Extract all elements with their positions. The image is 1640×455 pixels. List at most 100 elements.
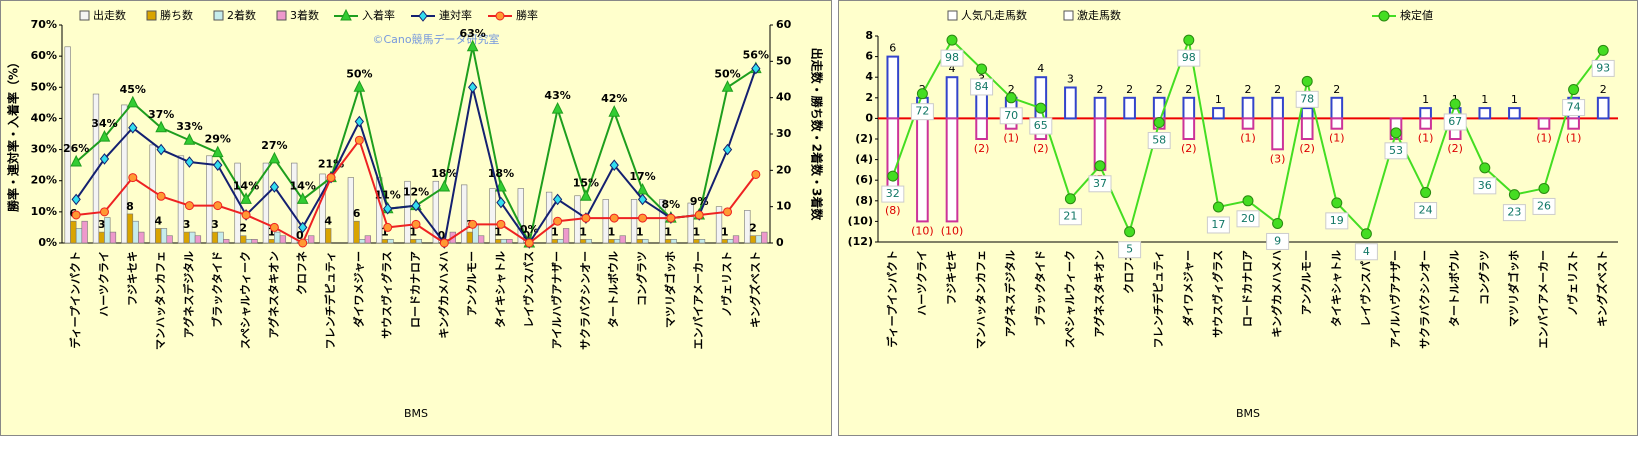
marker — [1005, 92, 1017, 104]
y-tick-label: 30% — [31, 143, 57, 156]
marker — [241, 210, 251, 220]
bar — [744, 210, 751, 244]
bar — [149, 144, 156, 244]
bar — [500, 239, 507, 244]
data-label: 4 — [1363, 245, 1370, 258]
y-tick-label: 10% — [31, 205, 57, 218]
marker — [213, 159, 223, 171]
bar — [81, 220, 88, 244]
marker — [438, 179, 451, 192]
y-tick-label: 2 — [865, 91, 873, 104]
data-label: (2) — [1447, 142, 1463, 155]
bar — [1596, 96, 1610, 120]
data-label: (1) — [1536, 132, 1552, 145]
bar — [98, 231, 105, 244]
y-tick-label: (2) — [855, 132, 873, 145]
bar — [693, 239, 700, 244]
y-tick-label: 8 — [865, 29, 873, 42]
data-label: 2 — [1274, 83, 1281, 96]
bar — [749, 235, 757, 244]
marker — [71, 193, 81, 206]
label-box — [1325, 212, 1349, 230]
marker — [298, 238, 308, 248]
data-label: 32 — [886, 187, 900, 200]
bar — [274, 231, 281, 244]
bar — [755, 235, 762, 244]
bar — [223, 239, 230, 244]
label-box — [1088, 175, 1112, 193]
legend-label: 3着数 — [290, 8, 319, 22]
marker — [298, 221, 308, 234]
data-label: 1 — [381, 225, 389, 238]
x-tick-label: フレンチデピュティ — [323, 251, 337, 349]
data-label: 15% — [573, 176, 599, 189]
bar — [126, 213, 134, 244]
bar — [1064, 86, 1077, 120]
x-tick-label: ディープインパクト — [68, 251, 82, 349]
marker — [269, 181, 280, 193]
marker — [354, 115, 365, 128]
marker — [468, 219, 478, 229]
marker — [1183, 34, 1195, 46]
bar — [461, 184, 468, 244]
x-tick-label: サクラバクシンオー — [579, 251, 592, 350]
legend-swatch — [1063, 10, 1074, 21]
data-label: (2) — [1033, 142, 1049, 155]
marker — [496, 196, 506, 209]
data-label: 0 — [523, 229, 531, 242]
x-tick-label: ロードカナロア — [409, 251, 422, 328]
bar — [1241, 117, 1255, 130]
data-label: 56% — [743, 49, 769, 62]
data-label: 14% — [233, 179, 259, 192]
data-label: 9 — [1274, 234, 1281, 247]
marker — [723, 207, 733, 217]
bar — [1271, 96, 1284, 120]
marker — [1420, 187, 1432, 199]
bar — [291, 162, 298, 244]
legend-swatch — [276, 10, 287, 21]
data-label: 67 — [1448, 115, 1462, 128]
y2-tick-label: 40 — [776, 91, 792, 104]
bar — [121, 104, 128, 244]
marker — [418, 10, 428, 22]
marker — [1094, 160, 1106, 172]
marker — [609, 213, 619, 223]
data-label: 17 — [1211, 218, 1225, 231]
y-axis-label: 勝率・連対率・入着率（%） — [6, 56, 21, 212]
data-label: 17% — [629, 170, 655, 183]
data-label: 2 — [1600, 83, 1607, 96]
bar — [75, 228, 83, 244]
x-tick-label: スペシャルウィーク — [1063, 250, 1076, 348]
marker — [467, 81, 478, 94]
data-label: (1) — [1329, 132, 1345, 145]
data-label: (3) — [1270, 152, 1286, 165]
bar — [217, 231, 224, 244]
bar — [585, 239, 592, 244]
data-label: 4 — [324, 214, 332, 227]
marker — [211, 145, 224, 158]
bar — [1300, 117, 1314, 141]
data-label: 42% — [601, 92, 627, 105]
bar — [194, 235, 202, 244]
bar — [1567, 117, 1580, 130]
marker — [98, 129, 111, 142]
legend-label: 連対率 — [439, 8, 472, 22]
data-label: 3 — [183, 218, 191, 231]
legend-swatch — [79, 10, 90, 21]
data-label: 72 — [915, 105, 929, 118]
marker — [553, 216, 563, 226]
x-axis-label: BMS — [404, 407, 428, 420]
data-label: 2 — [1156, 83, 1163, 96]
chart-left: 0%10%20%30%40%50%60%70%0102030405060ディープ… — [0, 0, 832, 436]
y-tick-label: (12) — [848, 235, 873, 248]
bar — [1182, 117, 1196, 141]
data-label: 65 — [1034, 119, 1048, 132]
data-label: 74 — [1567, 101, 1581, 114]
label-box — [1029, 117, 1053, 135]
y2-tick-label: 50 — [776, 54, 792, 67]
bar — [761, 231, 768, 244]
bar — [1241, 96, 1255, 120]
label-box — [1147, 132, 1171, 150]
marker — [1035, 102, 1047, 114]
data-label: 36 — [1478, 179, 1492, 192]
